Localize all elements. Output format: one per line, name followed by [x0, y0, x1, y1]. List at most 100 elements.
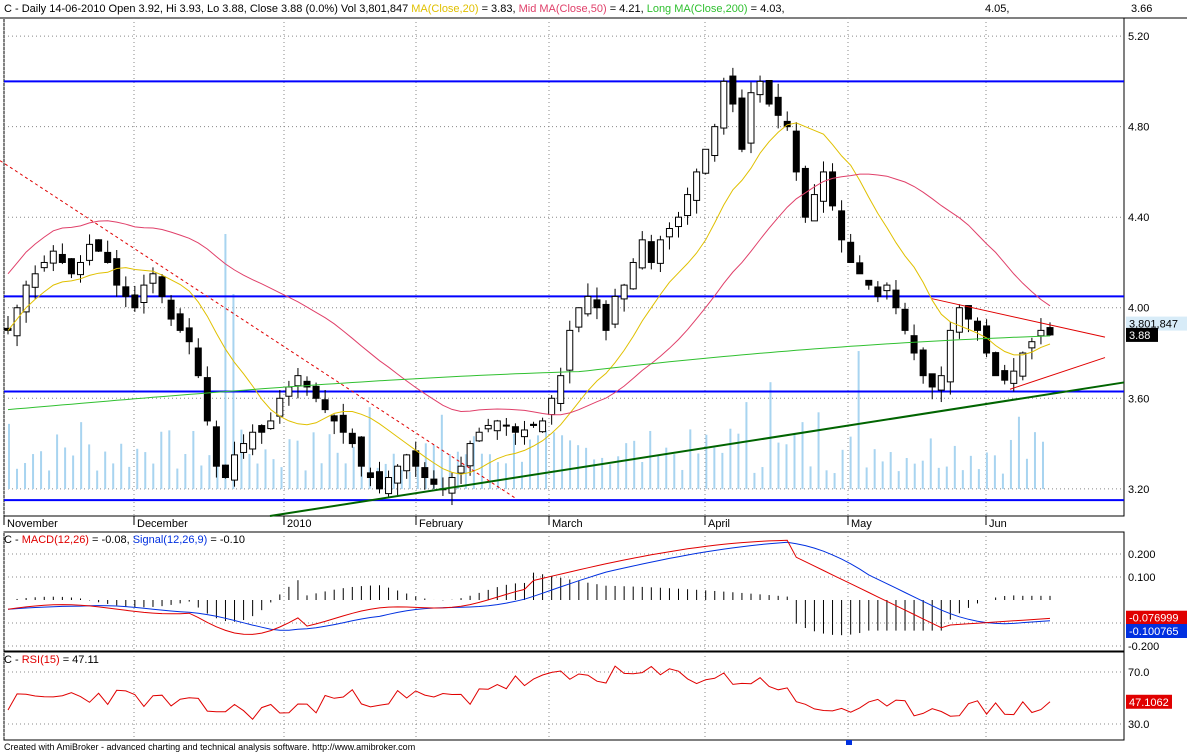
volume-bar — [192, 430, 195, 489]
price-axis-label: 5.20 — [1128, 31, 1149, 43]
candle-body — [548, 397, 556, 416]
volume-bar — [833, 473, 836, 489]
volume-bar — [921, 460, 924, 489]
volume-bar — [569, 440, 572, 489]
volume-bar — [256, 463, 259, 489]
volume-bar — [328, 434, 331, 489]
candle-body — [557, 375, 565, 404]
candle-body — [312, 385, 320, 399]
candle-body — [22, 284, 30, 313]
signal-value-label: -0.100765 — [1129, 626, 1179, 638]
candle-body — [421, 467, 429, 479]
volume-bar — [224, 234, 227, 489]
candle-body — [203, 377, 211, 422]
volume-bar — [176, 468, 179, 489]
candle-body — [656, 239, 664, 264]
volume-bar — [248, 453, 251, 489]
candle-body — [104, 251, 112, 263]
candle-body — [992, 352, 1000, 377]
candle-body — [1037, 329, 1045, 337]
close-value-box — [1126, 327, 1158, 342]
candle-body — [720, 80, 728, 129]
date-label: November — [7, 518, 58, 530]
header-extra-value-2: 3.66 — [1131, 3, 1153, 15]
volume-bar — [737, 433, 740, 489]
volume-bar — [753, 472, 756, 489]
candle-body — [946, 329, 954, 383]
macd-axis-label: -0.200 — [1128, 641, 1159, 653]
candle-body — [385, 477, 393, 495]
volume-bar — [336, 452, 339, 489]
volume-bar — [352, 446, 355, 489]
candle-body — [665, 228, 673, 238]
candle-body — [1028, 341, 1036, 349]
volume-bar — [817, 412, 820, 489]
volume-bar — [769, 382, 772, 489]
volume-bar — [104, 451, 107, 489]
candle-body — [638, 239, 646, 269]
date-label: March — [552, 518, 583, 530]
date-label: May — [851, 518, 872, 530]
candle-body — [702, 148, 710, 174]
volume-bar — [633, 440, 636, 489]
volume-bar — [1001, 473, 1004, 489]
candle-body — [539, 420, 547, 433]
volume-bar — [729, 428, 732, 489]
volume-bar — [913, 463, 916, 489]
ma50-line — [7, 173, 1051, 416]
rsi-panel-frame — [3, 651, 1125, 741]
volume-bar — [160, 431, 163, 489]
candle-body — [974, 320, 982, 331]
date-label: February — [419, 518, 464, 530]
candle-body — [756, 80, 764, 96]
price-axis-label: 4.40 — [1128, 212, 1149, 224]
date-label: Jun — [989, 518, 1007, 530]
candle-body — [620, 284, 628, 300]
price-axis-label: 4.80 — [1128, 122, 1149, 134]
rsi-value-box — [1126, 694, 1172, 709]
volume-bar — [464, 454, 467, 489]
candle-body — [131, 294, 139, 309]
candle-body — [910, 335, 918, 354]
candle-body — [711, 126, 719, 157]
candle-body — [838, 210, 846, 241]
rsi-panel-header: C - RSI(15) = 47.11 — [4, 654, 99, 666]
volume-bar — [136, 448, 139, 489]
candle-body — [928, 373, 936, 388]
volume-bar — [48, 470, 51, 489]
candle-body — [675, 216, 683, 228]
candle-body — [647, 241, 655, 263]
volume-bar — [416, 455, 419, 489]
volume-bar — [529, 439, 531, 489]
volume-bar — [897, 471, 900, 489]
volume-bar — [1025, 458, 1028, 489]
volume-bar — [713, 447, 716, 489]
volume-bar — [56, 434, 59, 489]
triangle-support-line — [1009, 357, 1106, 390]
price-panel-frame — [3, 17, 1125, 517]
volume-bar — [520, 461, 523, 489]
candle-body — [113, 258, 121, 286]
volume-bar — [777, 442, 780, 489]
price-panel-header: C - Daily 14-06-2010 Open 3.92, Hi 3.93,… — [4, 3, 785, 15]
date-label: December — [137, 518, 188, 530]
macd-panel-header: C - MACD(12,26) = -0.08, Signal(12,26,9)… — [4, 534, 245, 546]
volume-bar — [16, 468, 19, 489]
rsi-line — [7, 665, 1051, 720]
macd-value-label: -0.076999 — [1129, 613, 1179, 625]
volume-bar — [785, 444, 788, 489]
ma200-label: Long MA(Close,200) — [646, 3, 748, 15]
header-extra-value-1: 4.05, — [985, 3, 1010, 15]
candle-body — [566, 329, 574, 371]
volume-bar — [1017, 416, 1020, 489]
candle-body — [194, 347, 202, 377]
candle-body — [475, 431, 483, 442]
candle-body — [122, 286, 130, 297]
candle-body — [95, 239, 103, 252]
volume-bar — [312, 432, 315, 489]
candle-body — [466, 443, 474, 467]
volume-bar — [681, 469, 684, 489]
candle-body — [502, 424, 510, 427]
volume-bar — [697, 453, 700, 489]
